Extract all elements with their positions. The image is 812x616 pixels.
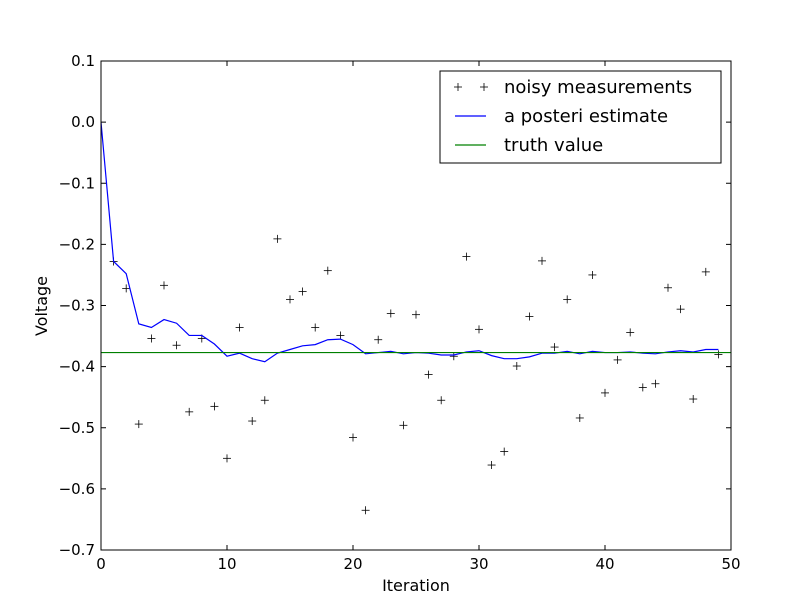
measurement-point [147, 334, 156, 343]
y-tick-label: −0.6 [59, 480, 95, 498]
measurement-point [487, 461, 496, 470]
measurement-point [223, 454, 231, 463]
measurement-point [626, 328, 635, 337]
measurement-point [437, 396, 446, 405]
measurement-point [374, 335, 383, 344]
y-tick-label: −0.2 [59, 235, 95, 253]
measurement-point [286, 295, 294, 304]
measurement-point [412, 310, 420, 319]
measurement-point [349, 433, 357, 442]
x-tick-label: 10 [217, 555, 236, 573]
y-tick-label: 0.0 [71, 113, 95, 131]
measurement-point [449, 352, 458, 361]
measurement-point [235, 323, 244, 332]
y-tick-label: 0.1 [71, 52, 95, 70]
measurement-point [613, 355, 622, 364]
legend-entry: noisy measurements [454, 77, 692, 98]
x-axis-label: Iteration [382, 576, 450, 595]
measurement-point [273, 234, 282, 243]
x-tick-label: 40 [595, 555, 614, 573]
measurement-point [462, 252, 471, 261]
measurement-point [424, 370, 433, 379]
measurement-point [361, 506, 370, 515]
legend-label: noisy measurements [504, 77, 692, 98]
measurement-point [651, 379, 660, 388]
measurement-point [336, 331, 345, 340]
x-tick-label: 20 [343, 555, 362, 573]
legend: noisy measurements a posteri estimate trut… [439, 70, 722, 164]
measurement-point [538, 256, 546, 265]
measurement-point [260, 396, 269, 405]
y-tick-label: −0.7 [59, 541, 95, 559]
y-tick-label: −0.5 [59, 419, 95, 437]
measurement-point [512, 362, 521, 371]
measurement-point [311, 323, 320, 332]
measurement-point [563, 295, 572, 304]
measurement-point [525, 312, 534, 321]
measurement-point [122, 284, 131, 293]
measurement-point [172, 341, 181, 350]
measurement-point [701, 267, 710, 276]
axes-group: 0 10 20 30 40 50 0.1 0.0 −0.1 −0.2 −0.3 −0.4 −0.5 −0.… [59, 52, 741, 573]
measurement-point [160, 281, 168, 290]
legend-label: truth value [504, 135, 603, 156]
measurement-point [399, 421, 408, 430]
plot-marks [101, 122, 731, 515]
measurement-point [323, 266, 332, 275]
measurement-point [210, 402, 219, 411]
y-tick-label: −0.1 [59, 174, 95, 192]
y-tick-label: −0.3 [59, 297, 95, 315]
measurement-point [386, 309, 395, 318]
measurement-point [475, 325, 483, 334]
measurement-point [575, 413, 584, 422]
legend-entry: truth value [455, 135, 603, 156]
measurement-point [664, 283, 672, 292]
x-tick-label: 30 [469, 555, 488, 573]
measurement-point [134, 420, 143, 429]
measurement-point [248, 417, 257, 426]
measurement-point [601, 388, 609, 397]
measurement-point [689, 395, 698, 404]
measurement-point [588, 270, 597, 279]
measurement-point [638, 383, 647, 392]
legend-entry: a posteri estimate [455, 106, 668, 127]
x-tick-label: 0 [96, 555, 106, 573]
measurement-point [714, 350, 723, 359]
measurement-point [185, 407, 194, 416]
measurement-point [676, 305, 685, 314]
y-axis-label: Voltage [32, 276, 51, 336]
legend-label: a posteri estimate [504, 106, 668, 127]
y-tick-label: −0.4 [59, 358, 95, 376]
measurement-point [550, 343, 559, 352]
measurement-point [298, 287, 307, 296]
legend-box [439, 70, 722, 164]
x-tick-label: 50 [721, 555, 740, 573]
measurement-point [500, 447, 509, 456]
